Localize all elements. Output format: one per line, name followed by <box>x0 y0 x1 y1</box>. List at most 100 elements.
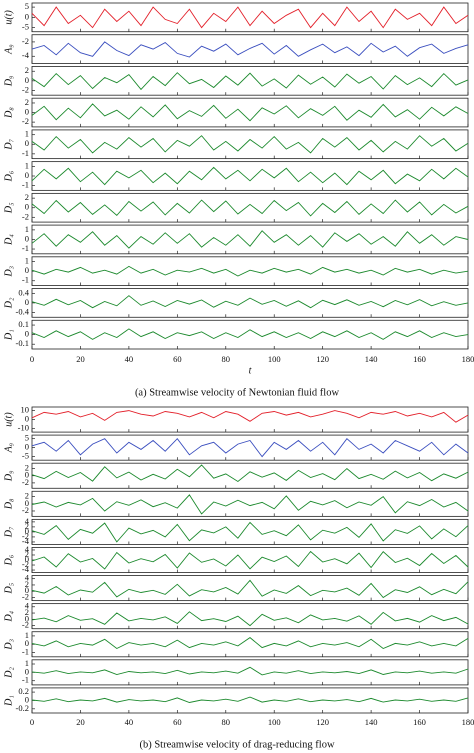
y-tick-label: -0.2 <box>16 703 29 713</box>
x-tick-label: 20 <box>76 354 85 364</box>
x-tick-label: 120 <box>316 354 329 364</box>
signal-line <box>31 696 469 703</box>
signal-line <box>31 230 469 249</box>
panel-label: D₃ <box>3 638 14 650</box>
panel-label: D₆ <box>3 170 14 182</box>
y-tick-label: -2 <box>22 559 29 569</box>
panel-label: A₉ <box>3 442 14 453</box>
signal-line <box>31 41 469 58</box>
panel-label: A₉ <box>3 44 14 55</box>
panel-label: D₇ <box>3 138 14 150</box>
y-tick-label: 4 <box>25 516 30 526</box>
panel-label: D₅ <box>3 202 14 214</box>
y-tick-label: -2 <box>22 591 29 601</box>
x-tick-label: 180 <box>462 717 474 727</box>
signal-line <box>31 135 469 154</box>
y-tick-label: -1 <box>22 148 29 158</box>
x-axis-label: t <box>249 365 252 376</box>
y-tick-label: 0.4 <box>18 287 29 297</box>
y-tick-label: 0 <box>25 442 29 452</box>
signal-line <box>31 579 469 599</box>
x-tick-label: 80 <box>222 717 231 727</box>
y-tick-label: 0 <box>25 413 29 423</box>
signal-line <box>31 72 469 91</box>
signal-line <box>31 265 469 277</box>
x-tick-label: 100 <box>268 354 281 364</box>
x-tick-label: 120 <box>316 717 329 727</box>
y-tick-label: 2 <box>25 579 29 589</box>
x-tick-label: 0 <box>30 354 34 364</box>
y-tick-label: 0 <box>25 526 29 536</box>
panel-frame <box>31 603 469 630</box>
y-tick-label: 0 <box>25 498 29 508</box>
y-tick-label: -2 <box>22 620 29 630</box>
y-tick-label: -4 <box>22 50 30 60</box>
y-tick-label: -2 <box>22 505 29 515</box>
x-tick-label: 140 <box>365 354 378 364</box>
signal-line <box>31 199 469 217</box>
signal-line <box>31 494 469 515</box>
panel-label: D₄ <box>3 610 14 622</box>
y-tick-label: 2 <box>25 463 29 473</box>
y-tick-label: 1 <box>25 224 29 234</box>
y-tick-label: 0.1 <box>18 319 29 329</box>
panel-label: D₁ <box>3 695 14 707</box>
y-tick-label: 0 <box>25 554 29 564</box>
panel-label: u(t) <box>3 412 14 427</box>
x-tick-label: 100 <box>268 717 281 727</box>
y-tick-label: 5 <box>25 433 29 443</box>
signal-line <box>31 666 469 676</box>
y-tick-label: 0 <box>25 585 29 595</box>
y-tick-label: -2 <box>22 531 29 541</box>
y-tick-label: 1 <box>25 658 29 668</box>
y-tick-label: -1 <box>22 675 29 685</box>
signal-line <box>31 550 469 570</box>
y-tick-label: 1 <box>25 630 29 640</box>
y-tick-label: -1 <box>22 647 29 657</box>
panel-frame <box>31 34 469 64</box>
y-tick-label: -0.1 <box>16 338 29 348</box>
y-tick-label: -4 <box>22 564 30 574</box>
y-tick-label: 0 <box>25 638 29 648</box>
y-tick-label: -4 <box>22 536 30 546</box>
caption: (b) Streamwise velocity of drag-reducing… <box>139 739 334 750</box>
signal-line <box>31 166 469 186</box>
panel-frame <box>31 2 469 33</box>
panel-frame <box>31 434 469 461</box>
signal-line <box>31 103 469 122</box>
y-tick-label: -1 <box>22 180 29 190</box>
x-tick-label: 60 <box>173 717 182 727</box>
y-tick-label: -5 <box>22 22 29 32</box>
panel-label: D₁ <box>3 329 14 341</box>
y-tick-label: 0 <box>25 329 29 339</box>
panel-label: D₉ <box>3 75 14 87</box>
y-tick-label: -10 <box>18 422 29 432</box>
y-tick-label: 2 <box>25 65 29 75</box>
y-tick-label: 2 <box>25 491 29 501</box>
y-tick-label: 0 <box>25 75 29 85</box>
y-tick-label: -5 <box>22 451 29 461</box>
panel-frame <box>31 575 469 602</box>
x-tick-label: 80 <box>222 354 231 364</box>
panel-label: u(t) <box>3 9 14 24</box>
y-tick-label: 0 <box>25 170 29 180</box>
caption: (a) Streamwise velocity of Newtonian flu… <box>135 387 340 398</box>
panel-label: D₉ <box>3 470 14 482</box>
panel-label: D₈ <box>3 107 14 119</box>
y-tick-label: 4 <box>25 601 30 611</box>
y-tick-label: -2 <box>22 36 29 46</box>
signal-line <box>31 611 469 627</box>
y-tick-label: 1 <box>25 256 29 266</box>
y-tick-label: 0 <box>25 297 29 307</box>
signal-line <box>31 464 469 483</box>
panel-label: D₂ <box>3 666 14 678</box>
y-tick-label: 10 <box>21 405 30 415</box>
panel-label: D₈ <box>3 498 14 510</box>
y-tick-label: 4 <box>25 573 30 583</box>
y-tick-label: 0 <box>25 470 29 480</box>
y-tick-label: -1 <box>22 243 29 253</box>
y-tick-label: 5 <box>25 1 29 11</box>
panel-frame <box>31 161 469 191</box>
y-tick-label: 2 <box>25 97 29 107</box>
